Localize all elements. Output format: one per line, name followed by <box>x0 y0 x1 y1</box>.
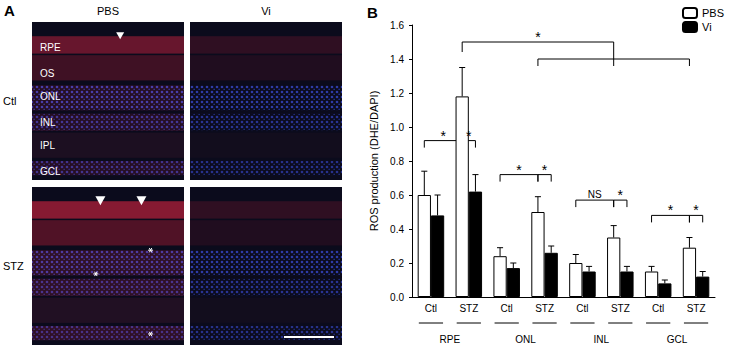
svg-text:Ctl: Ctl <box>501 303 513 314</box>
svg-text:ROS production (DHE/DAPI): ROS production (DHE/DAPI) <box>368 91 380 232</box>
svg-text:0.2: 0.2 <box>390 258 404 269</box>
svg-text:PBS: PBS <box>97 5 119 17</box>
svg-text:*: * <box>693 202 699 218</box>
svg-text:INL: INL <box>594 334 610 345</box>
svg-text:1.2: 1.2 <box>390 88 404 99</box>
svg-text:Ctl: Ctl <box>3 95 16 107</box>
svg-text:Ctl: Ctl <box>576 303 588 314</box>
svg-text:0.4: 0.4 <box>390 224 404 235</box>
svg-text:ONL: ONL <box>515 334 536 345</box>
svg-text:ONL: ONL <box>40 91 61 102</box>
svg-text:STZ: STZ <box>3 260 24 272</box>
svg-text:Ctl: Ctl <box>425 303 437 314</box>
svg-text:STZ: STZ <box>611 303 630 314</box>
svg-text:STZ: STZ <box>459 303 478 314</box>
svg-text:1.6: 1.6 <box>390 20 404 31</box>
svg-text:GCL: GCL <box>667 334 688 345</box>
svg-text:Vi: Vi <box>261 5 271 17</box>
svg-text:RPE: RPE <box>440 334 461 345</box>
svg-text:OS: OS <box>40 68 55 79</box>
svg-text:*: * <box>535 29 541 45</box>
svg-text:RPE: RPE <box>40 42 61 53</box>
svg-text:0.6: 0.6 <box>390 190 404 201</box>
svg-text:*: * <box>516 162 522 178</box>
svg-text:1.4: 1.4 <box>390 54 404 65</box>
svg-text:*: * <box>618 187 624 203</box>
svg-text:IPL: IPL <box>40 140 55 151</box>
svg-text:A: A <box>4 2 15 19</box>
svg-text:NS: NS <box>588 189 602 200</box>
svg-text:Ctl: Ctl <box>652 303 664 314</box>
svg-text:1.0: 1.0 <box>390 122 404 133</box>
svg-text:*: * <box>668 202 674 218</box>
svg-text:*: * <box>466 128 472 144</box>
svg-text:0.0: 0.0 <box>390 292 404 303</box>
svg-text:STZ: STZ <box>535 303 554 314</box>
svg-text:*: * <box>542 162 548 178</box>
svg-text:*: * <box>441 128 447 144</box>
svg-text:GCL: GCL <box>40 166 61 177</box>
svg-text:INL: INL <box>40 117 56 128</box>
svg-text:0.8: 0.8 <box>390 156 404 167</box>
svg-text:B: B <box>367 4 378 21</box>
svg-text:Vi: Vi <box>702 21 712 33</box>
svg-text:STZ: STZ <box>687 303 706 314</box>
svg-text:PBS: PBS <box>702 7 724 19</box>
